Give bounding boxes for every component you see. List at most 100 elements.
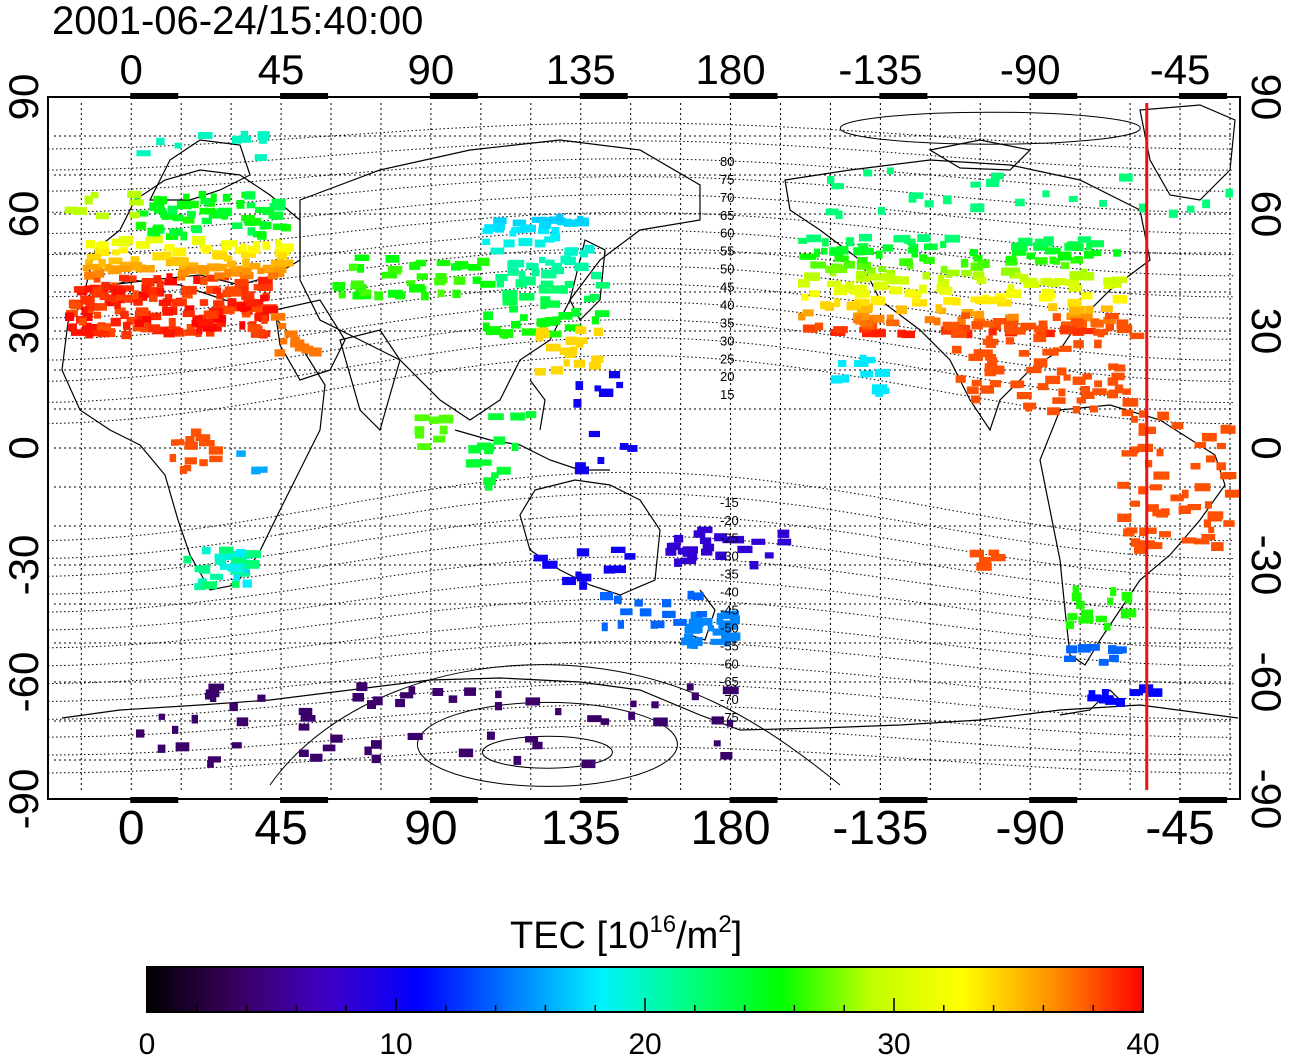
tec-point [1117, 481, 1130, 489]
tec-point [1066, 645, 1078, 654]
lat-label-right: 90 [1243, 74, 1290, 121]
lon-label-top: 135 [546, 46, 616, 93]
tec-point [487, 443, 495, 452]
tec-point [581, 217, 589, 226]
tec-point [232, 580, 240, 588]
tec-point [620, 608, 633, 616]
tec-point [681, 557, 697, 565]
tec-point [1051, 247, 1061, 254]
tec-point [563, 219, 578, 227]
tec-point [98, 259, 106, 267]
lat-label-left: 30 [0, 308, 47, 355]
tec-point [1223, 520, 1235, 527]
tec-point [777, 538, 792, 546]
tec-point [510, 412, 526, 421]
tec-point [172, 725, 179, 734]
tec-point [112, 249, 120, 256]
tec-point [479, 459, 492, 466]
tec-point [856, 261, 871, 270]
tec-point [477, 442, 491, 450]
tec-point [123, 321, 131, 329]
tick-mark-bottom [280, 797, 329, 803]
tec-point [1043, 238, 1053, 247]
lat-label-left: 60 [0, 191, 47, 238]
tec-point [485, 326, 501, 336]
lon-label-bottom: -135 [832, 802, 928, 855]
tec-point [829, 247, 844, 256]
tec-point [594, 310, 610, 317]
tec-point [669, 542, 681, 551]
tec-point [867, 267, 876, 275]
tec-point [190, 428, 202, 437]
tec-point [94, 248, 110, 256]
tec-point [129, 199, 144, 206]
tec-point [601, 622, 608, 632]
tec-point [1077, 236, 1091, 243]
colorbar-tick-label: 10 [379, 1028, 412, 1057]
tec-point [1045, 247, 1056, 255]
tec-point [184, 329, 197, 336]
tec-point [429, 416, 439, 424]
tec-point [97, 330, 110, 338]
tec-point [1035, 238, 1047, 246]
tec-point [543, 217, 551, 225]
tec-point [960, 259, 969, 268]
tec-point [164, 278, 178, 286]
tec-point [1000, 268, 1015, 276]
tec-point [352, 291, 365, 300]
tec-point [1156, 509, 1169, 518]
tec-point [943, 321, 960, 330]
tec-point [381, 271, 398, 279]
latitude-labels-left: 90 60 30 0 -30 -60 -90 [0, 74, 47, 830]
tec-point [711, 716, 724, 725]
tec-point [1084, 250, 1094, 259]
lon-label-top: -135 [838, 46, 922, 93]
mag-contour [47, 556, 1234, 613]
tec-point [1203, 519, 1211, 528]
tec-point [1181, 489, 1189, 499]
tec-point [544, 236, 555, 243]
tec-point [830, 375, 843, 384]
tec-point [483, 477, 496, 486]
tec-point [181, 292, 193, 299]
tec-point [364, 746, 372, 756]
tec-point [834, 255, 849, 262]
tec-point [262, 306, 279, 314]
tec-point [1066, 312, 1082, 320]
tick-mark-top [1179, 93, 1228, 99]
tec-point [983, 296, 997, 305]
tec-point [569, 346, 578, 356]
tec-point [860, 370, 874, 378]
tec-point [591, 316, 600, 325]
tec-point [120, 310, 129, 319]
tec-point [552, 316, 561, 326]
tec-point [619, 443, 629, 450]
tec-point [171, 439, 179, 446]
tec-point [435, 273, 447, 280]
tec-point [1146, 504, 1159, 512]
tec-point [985, 349, 993, 358]
lat-label-right: -90 [1243, 769, 1290, 830]
tec-point [242, 310, 251, 318]
magnetic-latitude-labels: 80 75 70 65 60 55 50 45 40 35 30 25 20 15 -15 -20 -25 -30… [720, 154, 739, 725]
tec-point [135, 221, 147, 230]
tec-point [856, 270, 868, 280]
tec-point [94, 270, 105, 278]
tec-point [483, 311, 494, 321]
tec-point [260, 294, 269, 302]
tec-point [1034, 257, 1048, 265]
tec-point [509, 230, 517, 237]
tec-point [804, 272, 820, 281]
tec-point [1138, 410, 1149, 418]
tec-point [1121, 450, 1138, 457]
tec-point [858, 243, 869, 251]
tec-point [662, 599, 672, 608]
mag-lat-label: 40 [720, 297, 734, 312]
tec-point [538, 331, 550, 339]
tec-point [214, 553, 226, 560]
tec-point [253, 241, 260, 248]
tec-point [408, 686, 416, 695]
tec-point [257, 232, 267, 240]
tec-point [112, 288, 125, 296]
